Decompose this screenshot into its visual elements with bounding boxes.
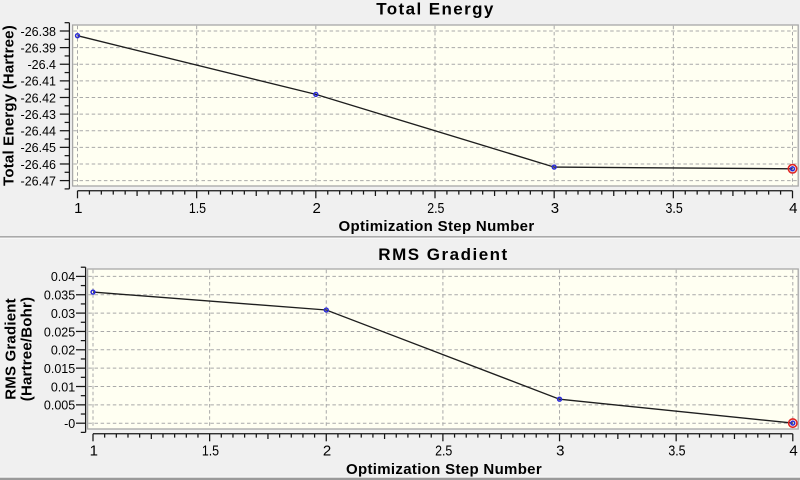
- svg-text:3: 3: [551, 200, 559, 217]
- svg-text:0.02: 0.02: [51, 344, 75, 358]
- svg-text:-26.38: -26.38: [21, 25, 56, 39]
- svg-text:RMS Gradient: RMS Gradient: [2, 298, 19, 400]
- svg-text:-26.42: -26.42: [21, 91, 56, 105]
- svg-text:1.5: 1.5: [189, 200, 206, 217]
- svg-text:(Hartree/Bohr): (Hartree/Bohr): [18, 297, 35, 401]
- svg-text:1: 1: [74, 200, 82, 217]
- svg-text:1.5: 1.5: [202, 442, 219, 459]
- svg-text:2.5: 2.5: [427, 200, 444, 217]
- svg-text:2.5: 2.5: [435, 442, 452, 459]
- svg-text:-26.45: -26.45: [21, 141, 56, 155]
- svg-text:0.04: 0.04: [51, 270, 75, 284]
- svg-text:-26.43: -26.43: [21, 108, 56, 122]
- svg-text:0.03: 0.03: [51, 307, 75, 321]
- svg-text:4: 4: [789, 442, 797, 459]
- svg-text:3.5: 3.5: [666, 200, 683, 217]
- svg-text:-26.39: -26.39: [21, 41, 56, 55]
- svg-text:2: 2: [312, 200, 320, 217]
- svg-text:0.005: 0.005: [44, 399, 75, 413]
- svg-text:3: 3: [556, 442, 564, 459]
- svg-text:3.5: 3.5: [668, 442, 685, 459]
- svg-text:0.01: 0.01: [51, 380, 75, 394]
- svg-text:0.035: 0.035: [44, 289, 75, 303]
- svg-text:0.015: 0.015: [44, 362, 75, 376]
- svg-text:0.025: 0.025: [44, 325, 75, 339]
- svg-text:2: 2: [323, 442, 331, 459]
- svg-text:-26.47: -26.47: [21, 174, 56, 188]
- svg-text:-0: -0: [64, 417, 75, 431]
- svg-text:-26.44: -26.44: [21, 125, 56, 139]
- svg-text:Optimization Step Number: Optimization Step Number: [338, 218, 534, 235]
- svg-text:4: 4: [789, 200, 797, 217]
- svg-text:Total Energy: Total Energy: [376, 0, 495, 19]
- svg-text:RMS Gradient: RMS Gradient: [378, 245, 508, 264]
- svg-text:Optimization Step Number: Optimization Step Number: [346, 461, 542, 478]
- svg-text:-26.4: -26.4: [28, 58, 57, 72]
- svg-text:1: 1: [90, 442, 98, 459]
- svg-text:Total Energy (Hartree): Total Energy (Hartree): [1, 25, 18, 186]
- svg-text:-26.46: -26.46: [21, 158, 56, 172]
- svg-text:-26.41: -26.41: [21, 75, 56, 89]
